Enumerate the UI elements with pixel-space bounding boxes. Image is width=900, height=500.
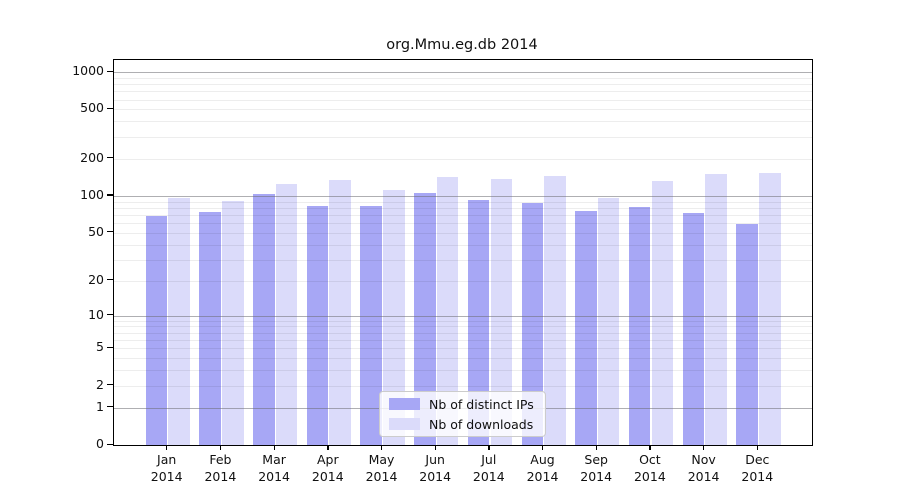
x-tick-dec xyxy=(756,445,759,451)
y-tick-label-200: 200 xyxy=(80,149,104,165)
y-tick-1000 xyxy=(107,70,113,72)
bar-downloads-jul xyxy=(490,179,513,445)
x-tick-label-jun: Jun 2014 xyxy=(419,452,452,484)
legend: Nb of distinct IPs Nb of downloads xyxy=(379,391,546,437)
legend-item-downloads: Nb of downloads xyxy=(389,417,545,432)
y-tick-label-50: 50 xyxy=(88,223,104,239)
bar-distinct-ips-apr xyxy=(306,206,329,445)
bar-downloads-jun xyxy=(436,177,459,445)
bar-distinct-ips-jul xyxy=(467,200,490,445)
x-tick-label-jul: Jul 2014 xyxy=(472,452,505,484)
y-tick-label-10: 10 xyxy=(88,306,104,322)
gridline-minor-700 xyxy=(114,91,812,93)
gridline-minor-500 xyxy=(114,109,812,111)
bar-distinct-ips-jan xyxy=(145,216,168,445)
x-tick-label-feb: Feb 2014 xyxy=(204,452,237,484)
bar-distinct-ips-sep xyxy=(575,211,597,445)
bar-distinct-ips-dec xyxy=(736,223,758,445)
x-tick-label-nov: Nov 2014 xyxy=(687,452,720,484)
y-tick-200 xyxy=(107,157,113,159)
bar-downloads-sep xyxy=(597,198,620,445)
bar-distinct-ips-may xyxy=(360,205,382,445)
x-tick-nov xyxy=(703,445,705,451)
gridline-minor-200 xyxy=(114,158,812,160)
y-tick-0 xyxy=(107,443,113,445)
legend-item-distinct-ips: Nb of distinct IPs xyxy=(389,397,545,412)
legend-label-downloads: Nb of downloads xyxy=(429,416,534,432)
plot-area xyxy=(113,59,813,446)
y-tick-label-0: 0 xyxy=(96,436,104,451)
y-tick-500 xyxy=(107,107,113,110)
x-tick-may xyxy=(381,445,383,451)
bar-downloads-aug xyxy=(544,176,566,445)
gridline-major-1000 xyxy=(114,72,812,73)
x-tick-apr xyxy=(327,445,329,451)
bar-downloads-apr xyxy=(329,179,351,445)
gridline-minor-900 xyxy=(114,77,812,79)
y-tick-100 xyxy=(107,194,113,196)
x-tick-label-sep: Sep 2014 xyxy=(580,452,613,484)
gridline-minor-400 xyxy=(114,121,812,123)
bar-downloads-dec xyxy=(759,172,781,445)
y-tick-label-500: 500 xyxy=(80,100,104,116)
gridline-minor-800 xyxy=(114,84,812,85)
y-tick-label-2: 2 xyxy=(96,376,104,392)
x-tick-aug xyxy=(542,445,544,451)
bar-distinct-ips-jun xyxy=(414,193,436,445)
x-tick-jan xyxy=(166,445,168,451)
gridline-minor-300 xyxy=(114,136,812,138)
x-tick-label-may: May 2014 xyxy=(365,452,398,484)
chart-title: org.Mmu.eg.db 2014 xyxy=(386,37,538,53)
bar-distinct-ips-nov xyxy=(682,212,705,445)
bar-distinct-ips-feb xyxy=(199,211,221,445)
x-tick-label-aug: Aug 2014 xyxy=(526,452,559,484)
bar-distinct-ips-mar xyxy=(253,193,275,445)
bar-downloads-may xyxy=(383,189,405,445)
x-tick-oct xyxy=(649,445,651,451)
x-tick-label-dec: Dec 2014 xyxy=(741,452,774,484)
x-tick-jun xyxy=(434,445,436,451)
x-tick-label-oct: Oct 2014 xyxy=(633,452,666,484)
y-tick-10 xyxy=(107,314,113,316)
y-tick-20 xyxy=(107,279,113,281)
bar-downloads-mar xyxy=(275,183,298,445)
y-tick-1 xyxy=(107,406,113,408)
y-tick-5 xyxy=(107,346,113,349)
bar-downloads-jan xyxy=(168,197,190,445)
legend-label-distinct-ips: Nb of distinct IPs xyxy=(429,396,534,412)
legend-swatch-distinct-ips-icon xyxy=(389,398,420,410)
x-tick-jul xyxy=(488,445,490,451)
y-tick-label-5: 5 xyxy=(96,339,104,355)
gridline-minor-600 xyxy=(114,99,812,101)
y-tick-label-20: 20 xyxy=(88,271,104,287)
x-tick-mar xyxy=(273,445,275,451)
x-tick-sep xyxy=(595,445,597,451)
y-tick-50 xyxy=(107,231,113,233)
x-tick-label-jan: Jan 2014 xyxy=(150,452,183,484)
bar-downloads-nov xyxy=(705,174,727,445)
legend-swatch-downloads-icon xyxy=(389,418,420,430)
y-tick-2 xyxy=(107,384,113,386)
y-tick-label-100: 100 xyxy=(80,186,104,202)
x-tick-label-apr: Apr 2014 xyxy=(311,452,344,484)
x-tick-label-mar: Mar 2014 xyxy=(258,452,290,484)
bar-distinct-ips-aug xyxy=(521,202,544,445)
y-tick-label-1: 1 xyxy=(96,398,104,414)
bar-distinct-ips-oct xyxy=(628,207,651,445)
y-tick-label-1000: 1000 xyxy=(72,63,104,78)
bar-downloads-oct xyxy=(651,180,674,445)
x-tick-feb xyxy=(219,445,222,451)
bar-downloads-feb xyxy=(222,200,244,445)
